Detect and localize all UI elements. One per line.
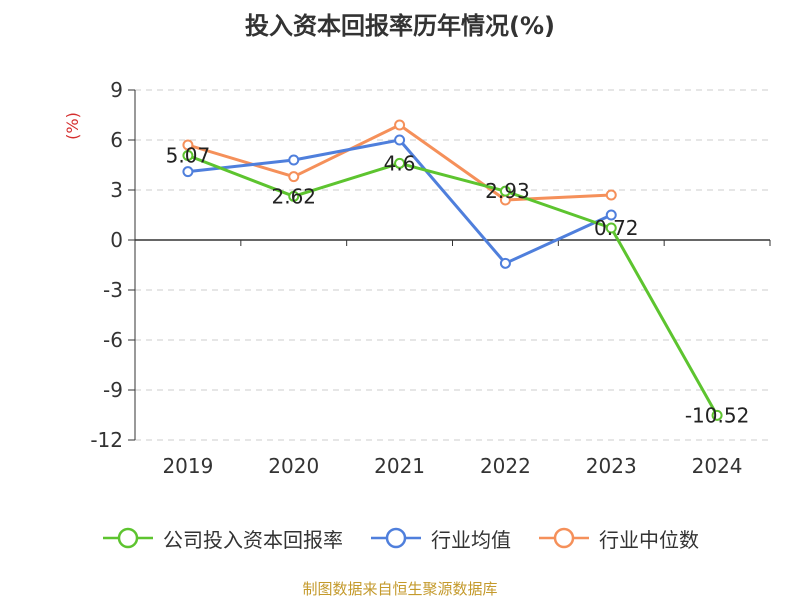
y-tick-label: -6	[103, 328, 123, 352]
y-tick-label: -12	[90, 428, 123, 452]
y-axis-label: (%)	[63, 112, 82, 140]
data-point[interactable]	[288, 171, 300, 183]
y-tick-label: -9	[103, 378, 123, 402]
data-point[interactable]	[499, 257, 511, 269]
y-tick-label: 0	[110, 228, 123, 252]
legend-item[interactable]: 公司投入资本回报率	[101, 524, 343, 553]
data-point[interactable]	[182, 150, 194, 161]
data-point[interactable]	[394, 119, 406, 131]
data-point[interactable]	[394, 157, 406, 169]
data-label: 4.6	[384, 151, 416, 175]
data-point[interactable]	[605, 222, 617, 234]
axis-layer: 9 6 3 0 -3 -6 -9 -12 2019 2020 2021 2022 2023 2024	[90, 78, 771, 478]
x-tick-label: 2022	[480, 454, 531, 478]
legend-label: 行业均值	[431, 527, 511, 552]
data-point[interactable]	[499, 185, 511, 197]
data-label: 2.62	[271, 184, 316, 208]
y-tick-label: -3	[103, 278, 123, 302]
data-point[interactable]	[605, 209, 617, 221]
data-label: -10.52	[685, 403, 749, 427]
data-point[interactable]	[182, 139, 194, 151]
legend-item[interactable]: 行业中位数	[537, 524, 699, 553]
data-label: 2.93	[485, 179, 530, 203]
data-point[interactable]	[394, 134, 406, 146]
legend-swatch	[103, 527, 153, 549]
legend-swatch	[539, 527, 589, 549]
y-tick-label: 9	[110, 78, 123, 102]
data-label: 0.72	[594, 216, 639, 240]
x-tick-label: 2023	[586, 454, 637, 478]
y-tick-label: 6	[110, 128, 123, 152]
data-point[interactable]	[182, 166, 194, 178]
x-tick-label: 2021	[374, 454, 425, 478]
data-point[interactable]	[288, 190, 300, 202]
x-tick-label: 2024	[692, 454, 743, 478]
x-tick-label: 2019	[162, 454, 213, 478]
data-point[interactable]	[605, 189, 617, 201]
legend: 公司投入资本回报率 行业均值 行业中位数	[0, 518, 800, 558]
label-layer: 5.07 2.62 4.6 2.93 0.72 -10.52	[166, 144, 750, 428]
series-line	[187, 154, 719, 417]
data-point[interactable]	[288, 154, 300, 166]
grid-layer	[135, 89, 770, 441]
chart-title: 投入资本回报率历年情况(%)	[245, 12, 555, 40]
data-label: 5.07	[166, 144, 211, 168]
legend-swatch	[371, 527, 421, 549]
data-point[interactable]	[711, 409, 723, 421]
legend-label: 公司投入资本回报率	[163, 527, 343, 552]
series-layer	[182, 119, 723, 421]
x-tick-label: 2020	[268, 454, 319, 478]
legend-label: 行业中位数	[599, 527, 699, 552]
source-note: 制图数据来自恒生聚源数据库	[302, 580, 498, 598]
legend-item[interactable]: 行业均值	[369, 524, 511, 553]
y-tick-label: 3	[110, 178, 123, 202]
